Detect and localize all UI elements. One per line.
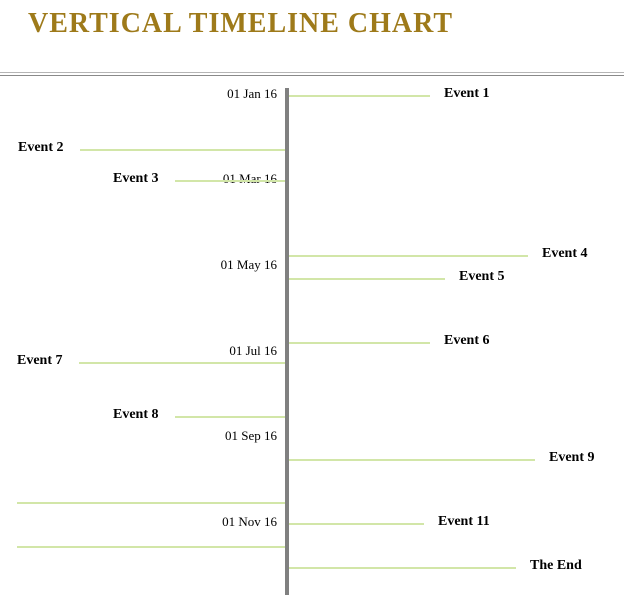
event-connector <box>17 502 285 504</box>
event-label: Event 7 <box>17 353 63 369</box>
date-label: 01 Nov 16 <box>222 514 277 530</box>
event-connector <box>80 149 285 151</box>
event-label: Event 5 <box>459 269 505 285</box>
event-connector <box>175 180 285 182</box>
event-connector <box>289 567 516 569</box>
date-label: 01 Jul 16 <box>229 343 277 359</box>
event-connector <box>289 278 445 280</box>
date-label: 01 Sep 16 <box>225 428 277 444</box>
header-divider <box>0 72 624 78</box>
event-label: Event 8 <box>113 407 159 423</box>
event-connector <box>79 362 285 364</box>
event-label: Event 9 <box>549 450 595 466</box>
event-label: Event 1 <box>444 86 490 102</box>
event-connector <box>289 523 424 525</box>
event-connector <box>17 546 285 548</box>
date-label: 01 Jan 16 <box>227 86 277 102</box>
page-title: VERTICAL TIMELINE CHART <box>28 8 453 40</box>
event-label: Event 2 <box>18 140 64 156</box>
event-connector <box>289 255 528 257</box>
event-label: Event 11 <box>438 514 490 530</box>
event-connector <box>175 416 285 418</box>
event-connector <box>289 342 430 344</box>
event-label: Event 6 <box>444 333 490 349</box>
event-label: The End <box>530 558 582 574</box>
event-label: Event 4 <box>542 246 588 262</box>
event-connector <box>289 459 535 461</box>
date-label: 01 May 16 <box>221 257 277 273</box>
event-label: Event 3 <box>113 171 159 187</box>
event-connector <box>289 95 430 97</box>
